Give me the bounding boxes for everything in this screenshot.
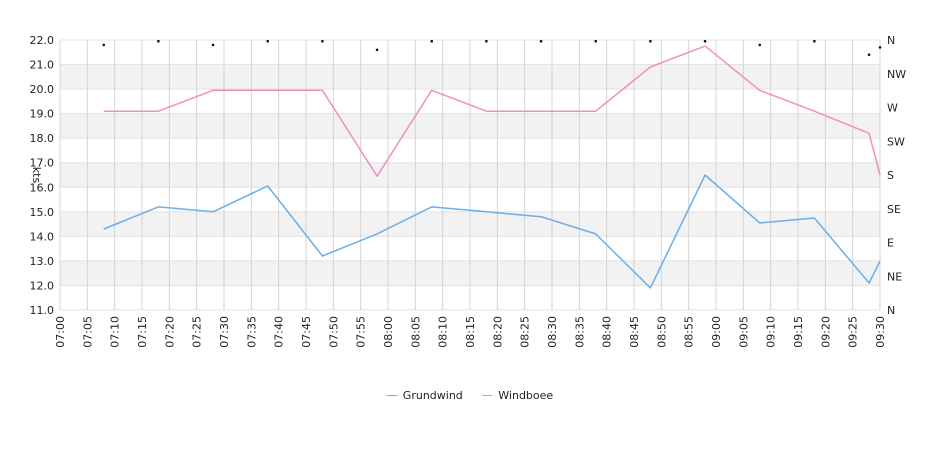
direction-marker	[321, 39, 324, 43]
y-tick-label: 18.0	[30, 132, 55, 145]
direction-marker	[266, 39, 270, 43]
direction-marker	[649, 39, 652, 43]
x-tick-label: 09:10	[765, 316, 778, 348]
x-tick-label: 08:05	[409, 316, 422, 348]
x-tick-label: 08:00	[382, 316, 395, 348]
y-tick-label: 17.0	[30, 157, 55, 170]
y-tick-label: 16.0	[30, 181, 55, 194]
x-tick-label: 08:35	[573, 316, 586, 348]
x-tick-label: 08:40	[601, 316, 614, 348]
x-tick-label: 07:20	[163, 316, 176, 348]
series-line-windboee	[103, 45, 881, 177]
direction-marker	[878, 46, 882, 49]
direction-marker	[758, 43, 762, 47]
x-tick-label: 08:50	[655, 316, 668, 348]
x-tick-label: 09:20	[819, 316, 832, 348]
x-tick-label: 08:45	[628, 316, 641, 348]
x-tick-label: 08:55	[683, 316, 696, 348]
x-tick-label: 09:00	[710, 316, 723, 348]
series-line-grundwind	[103, 174, 881, 289]
direction-marker	[594, 39, 598, 43]
x-tick-label: 09:30	[874, 316, 887, 348]
direction-tick-label: N	[887, 34, 895, 47]
y-tick-label: 14.0	[30, 230, 55, 243]
legend-swatch-windboee	[482, 395, 493, 396]
y-tick-label: 19.0	[30, 108, 55, 121]
x-tick-label: 08:15	[464, 316, 477, 348]
direction-tick-label: S	[887, 169, 894, 182]
legend-label-windboee: Windboee	[498, 389, 554, 402]
direction-marker	[485, 39, 488, 43]
x-tick-label: 07:50	[327, 316, 340, 348]
legend-label-grundwind: Grundwind	[402, 389, 463, 402]
y-tick-label: 21.0	[30, 59, 55, 72]
direction-marker	[157, 39, 160, 43]
direction-marker	[813, 39, 816, 43]
x-tick-label: 08:10	[437, 316, 450, 348]
direction-tick-label: W	[887, 102, 898, 115]
direction-tick-label: E	[887, 237, 894, 250]
legend-item-windboee[interactable]: Windboee	[482, 389, 553, 402]
direction-marker	[539, 39, 543, 43]
direction-marker	[867, 53, 871, 57]
y-tick-label: 13.0	[30, 255, 55, 268]
direction-tick-label: SE	[887, 203, 901, 216]
direction-tick-label: SW	[887, 135, 905, 148]
x-tick-label: 09:25	[847, 316, 860, 348]
y-tick-label: 12.0	[30, 279, 55, 292]
x-tick-label: 07:30	[218, 316, 231, 348]
direction-marker	[211, 43, 215, 47]
chart-legend: Grundwind Windboee	[0, 386, 940, 402]
x-tick-label: 07:35	[245, 316, 258, 348]
legend-swatch-grundwind	[386, 395, 397, 396]
y-axis-label: kts	[30, 167, 43, 184]
direction-marker	[703, 39, 707, 43]
x-tick-label: 07:05	[81, 316, 94, 348]
x-tick-label: 09:05	[737, 316, 750, 348]
y-tick-label: 15.0	[30, 206, 55, 219]
x-tick-label: 07:00	[54, 316, 67, 348]
x-tick-label: 07:15	[136, 316, 149, 348]
direction-marker	[430, 39, 434, 43]
direction-tick-label: NW	[887, 68, 906, 81]
x-tick-label: 07:40	[273, 316, 286, 348]
direction-tick-label: N	[887, 304, 895, 317]
x-tick-label: 07:55	[355, 316, 368, 348]
x-tick-label: 08:25	[519, 316, 532, 348]
legend-item-grundwind[interactable]: Grundwind	[386, 389, 463, 402]
y-tick-label: 22.0	[30, 34, 55, 47]
x-tick-label: 09:15	[792, 316, 805, 348]
y-tick-label: 11.0	[30, 304, 55, 317]
direction-marker	[375, 48, 379, 52]
x-tick-label: 08:30	[546, 316, 559, 348]
x-tick-label: 08:20	[491, 316, 504, 348]
x-tick-label: 07:10	[109, 316, 122, 348]
direction-tick-label: NE	[887, 270, 902, 283]
x-tick-label: 07:25	[191, 316, 204, 348]
x-tick-label: 07:45	[300, 316, 313, 348]
direction-marker	[102, 43, 106, 47]
y-tick-label: 20.0	[30, 83, 55, 96]
